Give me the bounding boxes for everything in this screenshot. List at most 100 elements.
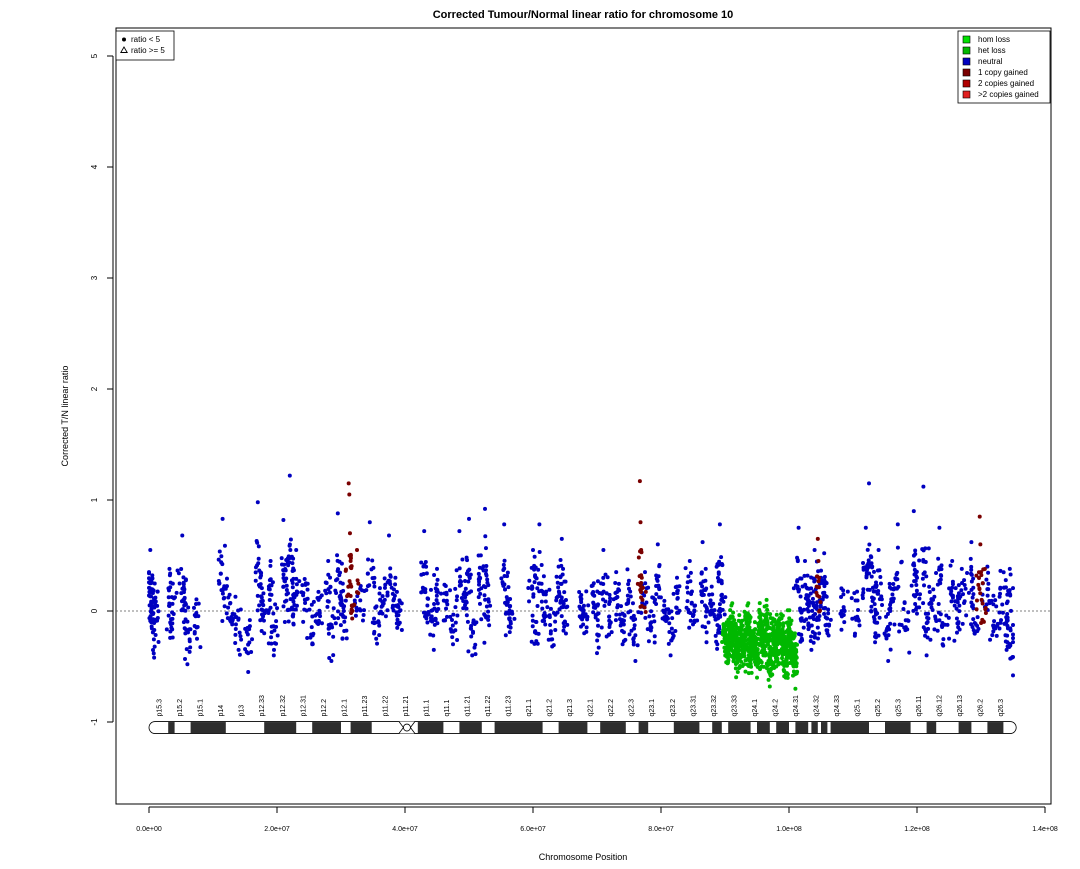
data-point bbox=[228, 600, 233, 605]
data-point bbox=[805, 594, 810, 599]
data-point bbox=[711, 601, 716, 606]
data-point bbox=[985, 587, 990, 592]
data-point bbox=[272, 641, 277, 646]
data-point bbox=[482, 640, 487, 645]
ideogram-band bbox=[958, 722, 972, 734]
shape-legend: ratio < 5 ratio >= 5 bbox=[115, 30, 175, 61]
data-point bbox=[326, 572, 331, 577]
data-point bbox=[720, 640, 725, 645]
data-point bbox=[923, 546, 928, 551]
data-point bbox=[591, 602, 596, 607]
data-point bbox=[261, 591, 266, 596]
data-point bbox=[948, 563, 953, 568]
data-point bbox=[907, 650, 912, 655]
data-point bbox=[991, 623, 996, 628]
data-point bbox=[645, 627, 650, 632]
data-point bbox=[434, 608, 439, 613]
data-point bbox=[534, 639, 539, 644]
data-point bbox=[284, 598, 289, 603]
data-point bbox=[714, 564, 719, 569]
data-point bbox=[194, 597, 199, 602]
data-point bbox=[269, 583, 274, 588]
data-point bbox=[250, 637, 255, 642]
data-point bbox=[822, 551, 827, 556]
data-point bbox=[527, 578, 532, 583]
data-point bbox=[390, 591, 395, 596]
data-point bbox=[784, 645, 789, 650]
data-point bbox=[810, 629, 815, 634]
data-point bbox=[890, 596, 895, 601]
data-point bbox=[757, 607, 762, 612]
data-point bbox=[895, 522, 900, 527]
data-point bbox=[228, 619, 233, 624]
data-point bbox=[617, 617, 622, 622]
data-point bbox=[152, 605, 157, 610]
data-point bbox=[148, 547, 153, 552]
data-point bbox=[613, 618, 618, 623]
data-point bbox=[772, 665, 777, 670]
data-point bbox=[559, 536, 564, 541]
data-point bbox=[977, 587, 982, 592]
data-point bbox=[746, 601, 751, 606]
band-label: q22.3 bbox=[629, 699, 636, 717]
data-point bbox=[615, 605, 620, 610]
data-point bbox=[1005, 611, 1010, 616]
data-point bbox=[815, 584, 820, 589]
x-tick-label: 6.0e+07 bbox=[520, 826, 546, 833]
data-point bbox=[147, 593, 151, 598]
data-point bbox=[328, 575, 333, 580]
data-point bbox=[300, 583, 305, 588]
data-point bbox=[755, 675, 759, 680]
data-point bbox=[950, 582, 955, 587]
data-point bbox=[257, 603, 262, 608]
data-point bbox=[726, 640, 731, 645]
data-point bbox=[632, 623, 637, 628]
data-point bbox=[741, 662, 746, 667]
data-point bbox=[177, 581, 182, 586]
data-point bbox=[1005, 615, 1010, 620]
data-point bbox=[734, 675, 739, 680]
data-point bbox=[503, 587, 508, 592]
data-point bbox=[532, 554, 537, 559]
data-point bbox=[542, 618, 547, 623]
data-point bbox=[662, 610, 667, 615]
data-point bbox=[387, 533, 391, 538]
data-point bbox=[748, 628, 753, 633]
data-point bbox=[220, 562, 225, 567]
data-point bbox=[979, 573, 984, 578]
data-point bbox=[361, 612, 366, 617]
data-point bbox=[1011, 632, 1015, 637]
data-point bbox=[921, 601, 926, 606]
data-point bbox=[324, 591, 329, 596]
data-point bbox=[1011, 586, 1015, 591]
data-point bbox=[607, 625, 612, 630]
data-point bbox=[742, 653, 747, 658]
data-point bbox=[809, 586, 814, 591]
data-point bbox=[355, 547, 359, 552]
y-tick-label: -1 bbox=[90, 718, 99, 726]
data-point bbox=[460, 557, 465, 562]
data-point bbox=[584, 629, 589, 634]
data-point bbox=[216, 557, 221, 562]
data-point bbox=[349, 607, 354, 612]
data-point bbox=[233, 627, 238, 632]
data-point bbox=[244, 650, 249, 655]
data-point bbox=[959, 566, 964, 571]
y-tick-label: 2 bbox=[90, 386, 99, 391]
data-point bbox=[453, 586, 458, 591]
data-point bbox=[643, 589, 648, 594]
data-point bbox=[309, 625, 314, 630]
data-point bbox=[792, 642, 797, 647]
data-point bbox=[669, 638, 674, 643]
data-point bbox=[444, 590, 449, 595]
data-point bbox=[818, 603, 823, 608]
data-point bbox=[969, 540, 974, 545]
data-point bbox=[686, 610, 691, 615]
data-point bbox=[771, 642, 776, 647]
data-point bbox=[431, 647, 436, 652]
data-point bbox=[637, 479, 642, 484]
data-point bbox=[484, 571, 489, 576]
data-point bbox=[486, 597, 491, 602]
data-point bbox=[785, 675, 790, 680]
data-point bbox=[331, 634, 336, 639]
